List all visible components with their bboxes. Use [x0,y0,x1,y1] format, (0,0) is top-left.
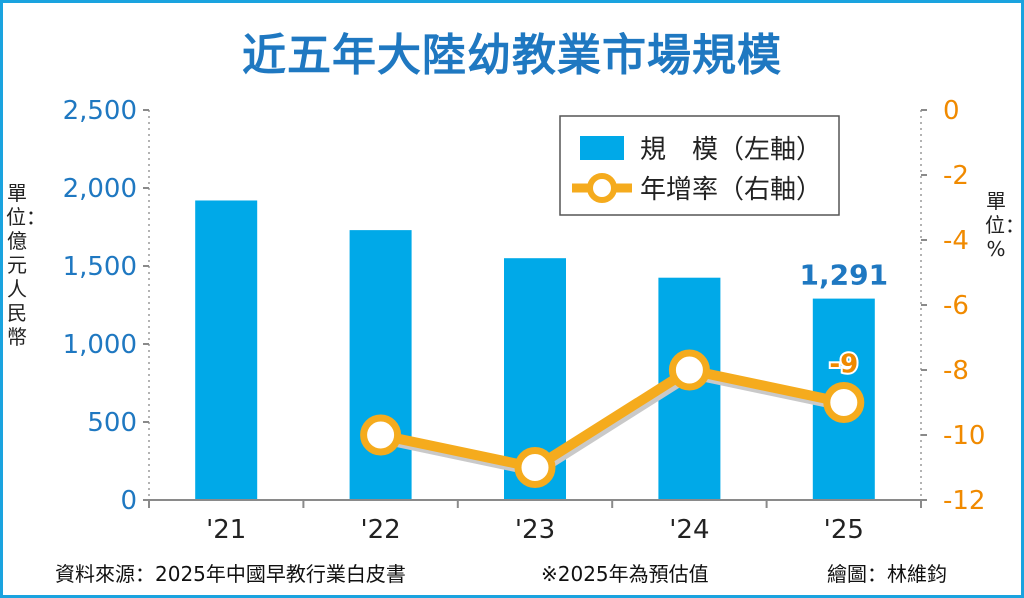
left-tick-label: 500 [87,408,137,438]
left-tick-label: 1,000 [63,330,137,360]
left-tick-label: 2,500 [63,96,137,126]
legend-line-marker [587,173,617,203]
growth-line [379,365,845,473]
legend-bar-label: 規 模（左軸） [640,135,822,165]
x-tick-label: '24 [669,515,709,545]
bar-21 [195,200,258,501]
footer-source: 資料來源：2025年中國早教行業白皮書 [55,562,406,586]
legend-bar-swatch [580,136,624,160]
growth-point-23 [514,447,556,488]
right-tick-label: -2 [943,161,969,191]
left-axis-unit: 單位：億元人民幣 [6,181,46,349]
x-tick-label: '21 [206,515,246,545]
x-tick-label: '23 [515,515,555,545]
legend-line-label: 年增率（右軸） [640,175,822,205]
footer-credit: 繪圖：林維鈞 [827,562,947,586]
x-tick-label: '25 [824,515,864,545]
line-value-label: -9 [829,350,858,380]
right-tick-label: -8 [943,356,969,386]
left-tick-label: 1,500 [63,252,137,282]
right-tick-label: -12 [943,486,985,516]
right-tick-label: 0 [943,96,960,126]
left-tick-label: 2,000 [63,174,137,204]
bar-value-label: 1,291 [800,259,889,292]
right-tick-label: -4 [943,226,969,256]
chart-svg: 0 500 1,000 1,500 2,000 2,500 0 -2 -4 -6 -8 -10 -12… [63,96,986,545]
right-tick-label: -6 [943,291,969,321]
growth-point-25 [823,382,865,423]
bar-22 [349,230,412,500]
x-tick-label: '22 [360,515,400,545]
growth-point-22 [360,414,402,456]
left-tick-label: 0 [120,486,137,516]
growth-point-24 [668,349,710,391]
right-tick-label: -10 [943,421,985,451]
footer-note: ※2025年為預估值 [541,562,709,586]
chart-title: 近五年大陸幼教業市場規模 [242,30,782,81]
